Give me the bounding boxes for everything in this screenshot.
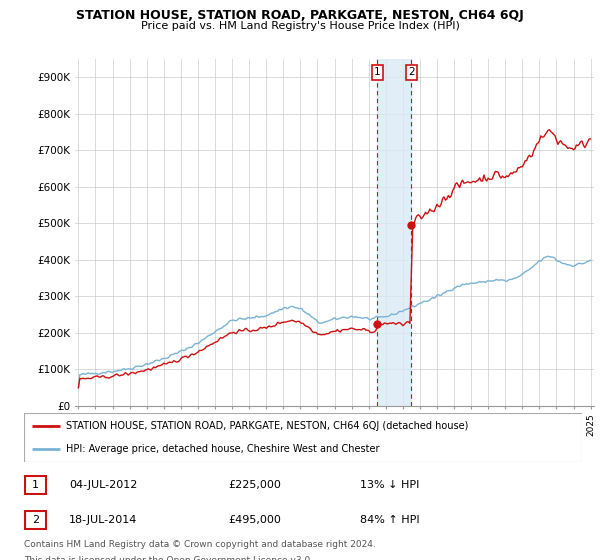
Text: £225,000: £225,000 — [228, 480, 281, 490]
Text: 1: 1 — [32, 480, 39, 490]
Text: 2: 2 — [408, 68, 415, 77]
Text: 84% ↑ HPI: 84% ↑ HPI — [360, 515, 419, 525]
Text: STATION HOUSE, STATION ROAD, PARKGATE, NESTON, CH64 6QJ (detached house): STATION HOUSE, STATION ROAD, PARKGATE, N… — [66, 421, 468, 431]
Text: STATION HOUSE, STATION ROAD, PARKGATE, NESTON, CH64 6QJ: STATION HOUSE, STATION ROAD, PARKGATE, N… — [76, 9, 524, 22]
Text: Price paid vs. HM Land Registry's House Price Index (HPI): Price paid vs. HM Land Registry's House … — [140, 21, 460, 31]
Text: 13% ↓ HPI: 13% ↓ HPI — [360, 480, 419, 490]
Text: 2: 2 — [32, 515, 39, 525]
Text: Contains HM Land Registry data © Crown copyright and database right 2024.: Contains HM Land Registry data © Crown c… — [24, 540, 376, 549]
Text: 18-JUL-2014: 18-JUL-2014 — [69, 515, 137, 525]
Text: £495,000: £495,000 — [228, 515, 281, 525]
Text: 04-JUL-2012: 04-JUL-2012 — [69, 480, 137, 490]
Bar — [377, 59, 412, 406]
Text: This data is licensed under the Open Government Licence v3.0.: This data is licensed under the Open Gov… — [24, 556, 313, 560]
Text: HPI: Average price, detached house, Cheshire West and Chester: HPI: Average price, detached house, Ches… — [66, 444, 379, 454]
Text: 1: 1 — [374, 68, 380, 77]
